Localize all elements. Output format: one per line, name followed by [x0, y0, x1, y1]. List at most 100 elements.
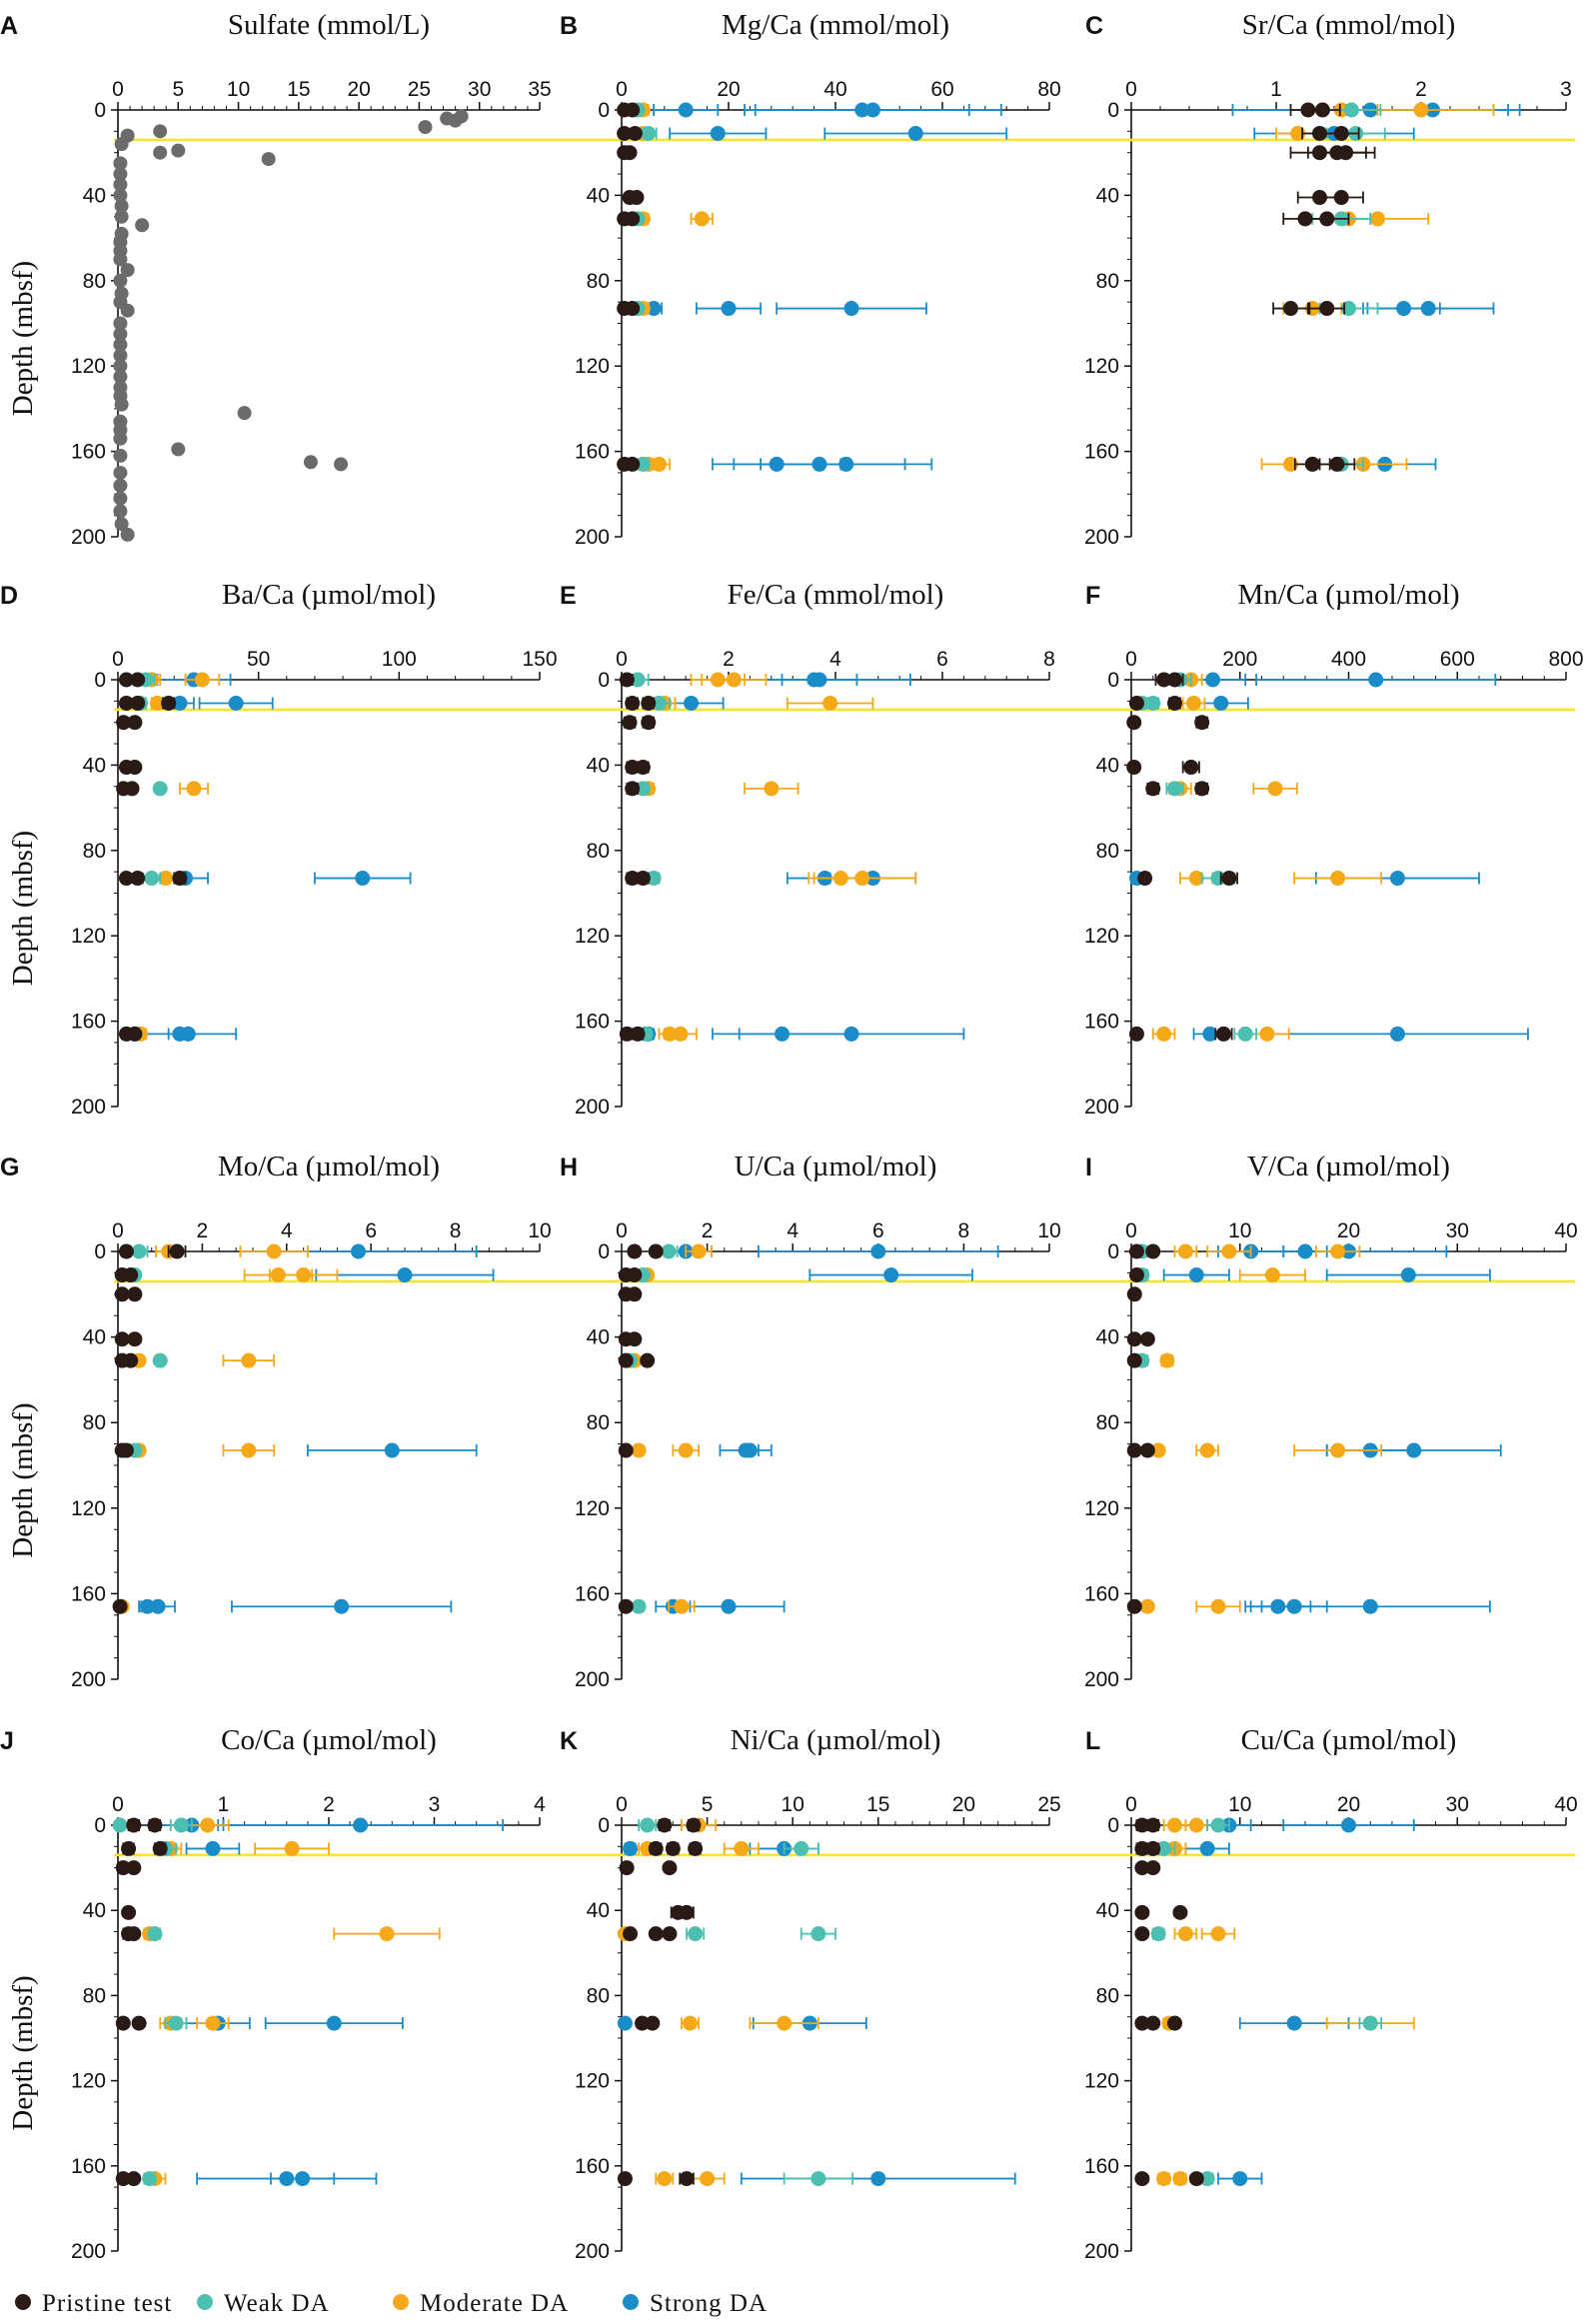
pristine-point	[114, 1331, 130, 1347]
y-tick-label: 40	[83, 184, 106, 207]
y-tick-label: 40	[587, 754, 610, 777]
x-tick-label: 0	[616, 78, 628, 101]
moderate-point	[694, 211, 710, 227]
weak-point	[1167, 781, 1182, 797]
weak-point	[131, 1243, 147, 1259]
moderate-point	[1330, 1243, 1346, 1259]
x-tick-label: 10	[1228, 1219, 1251, 1242]
panel-label: J	[0, 1727, 14, 1755]
weak-point	[631, 1598, 647, 1614]
moderate-point	[149, 695, 165, 711]
y-tick-label: 120	[71, 925, 106, 948]
strong-point	[721, 1598, 737, 1614]
y-tick-label: 80	[83, 270, 106, 293]
pristine-point	[152, 1840, 168, 1856]
strong-point	[140, 1598, 156, 1614]
pristine-point	[627, 1243, 643, 1259]
moderate-point	[1210, 1598, 1226, 1614]
strong-point	[1205, 672, 1221, 688]
sulfate-point	[113, 188, 128, 203]
x-tick-label: 4	[829, 648, 841, 671]
strong-point	[1389, 871, 1405, 887]
sulfate-point	[114, 137, 129, 152]
pristine-point	[665, 1840, 681, 1856]
sulfate-point	[171, 143, 186, 158]
strong-point	[172, 695, 188, 711]
pristine-point	[648, 1840, 664, 1856]
y-tick-label: 160	[71, 1011, 106, 1034]
strong-point	[1297, 1243, 1313, 1259]
x-tick-label: 40	[1554, 1219, 1577, 1242]
strong-point	[907, 125, 923, 141]
y-axis-label: Depth (mbsf)	[7, 1975, 39, 2130]
x-tick-label: 2	[323, 1793, 335, 1816]
pristine-point	[127, 715, 143, 731]
strong-point	[1368, 672, 1384, 688]
moderate-point	[631, 1442, 647, 1458]
pristine-point	[1126, 1598, 1142, 1614]
moderate-point	[284, 1840, 300, 1856]
pristine-point	[618, 1352, 634, 1368]
y-tick-label: 0	[598, 99, 610, 122]
sulfate-point	[113, 448, 128, 463]
strong-point	[1400, 1267, 1416, 1283]
moderate-point	[1199, 1442, 1215, 1458]
pristine-point	[679, 1904, 695, 1920]
y-tick-label: 0	[598, 669, 610, 692]
moderate-point	[1177, 1926, 1193, 1942]
pristine-point	[617, 125, 633, 141]
moderate-point	[270, 1267, 286, 1283]
weak-point	[1210, 871, 1226, 887]
y-tick-label: 0	[94, 1240, 106, 1263]
moderate-point	[1188, 1817, 1204, 1833]
sulfate-point	[120, 527, 135, 542]
pristine-point	[118, 1243, 134, 1259]
strong-point	[355, 871, 371, 887]
y-tick-label: 40	[83, 1899, 106, 1922]
weak-point	[1199, 2171, 1215, 2187]
x-tick-label: 50	[247, 648, 270, 671]
pristine-point	[126, 1926, 142, 1942]
x-tick-label: 1	[218, 1793, 230, 1816]
pristine-point	[635, 760, 651, 776]
x-tick-label: 10	[528, 1219, 551, 1242]
strong-point	[870, 2171, 886, 2187]
strong-point	[870, 1243, 886, 1259]
pristine-point	[625, 695, 641, 711]
strong-point	[721, 301, 737, 317]
pristine-point	[169, 1243, 185, 1259]
panel-label: H	[560, 1154, 578, 1181]
pristine-point	[1126, 1331, 1142, 1347]
pristine-point	[1128, 1267, 1144, 1283]
strong-point	[353, 1817, 369, 1833]
x-tick-label: 15	[287, 78, 310, 101]
y-tick-label: 200	[71, 1096, 106, 1119]
panel-B: B Mg/Ca (mmol/mol) 0 20 40 60 80 0 40 80 120 160 200	[560, 9, 1131, 549]
y-tick-label: 200	[1084, 526, 1119, 549]
strong-point	[397, 1267, 413, 1283]
strong-point	[684, 695, 700, 711]
moderate-point	[158, 871, 174, 887]
pristine-point	[662, 1860, 678, 1876]
x-tick-label: 6	[365, 1219, 377, 1242]
pristine-point	[619, 672, 635, 688]
x-tick-label: 6	[872, 1219, 884, 1242]
pristine-point	[627, 1286, 643, 1302]
weak-point	[1150, 1926, 1166, 1942]
panel-title: Fe/Ca (mmol/mol)	[728, 579, 944, 611]
x-tick-label: 30	[468, 78, 491, 101]
panel-I: I V/Ca (µmol/mol) 0 10 20 30 40 0 40 80 120 160 200	[1084, 1151, 1578, 1691]
y-tick-label: 160	[575, 1011, 610, 1034]
pristine-point	[1188, 2171, 1204, 2187]
sulfate-point	[120, 263, 135, 278]
y-tick-label: 160	[1084, 2155, 1119, 2178]
y-tick-label: 160	[1084, 1011, 1119, 1034]
pristine-point	[1126, 715, 1142, 731]
moderate-point	[186, 781, 202, 797]
legend-item: Strong DA	[623, 2290, 767, 2317]
y-tick-label: 160	[71, 1582, 106, 1605]
weak-point	[144, 871, 160, 887]
weak-point	[147, 1926, 163, 1942]
x-tick-label: 200	[1222, 648, 1257, 671]
panel-label: L	[1085, 1727, 1100, 1755]
